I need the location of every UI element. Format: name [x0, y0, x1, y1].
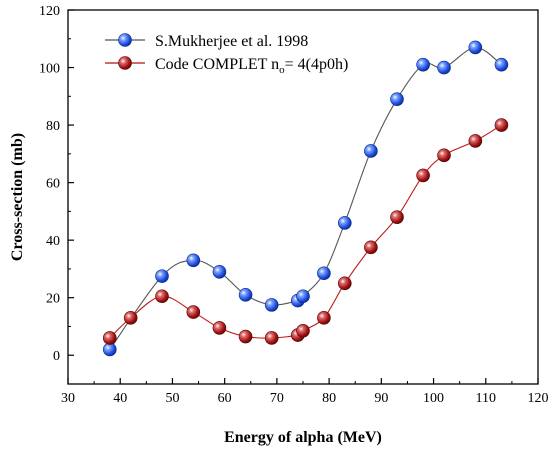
series-line-mukherjee — [109, 46, 502, 350]
data-point-complet — [102, 331, 117, 345]
data-point-mukherjee — [337, 216, 352, 230]
y-axis-title: Cross-section (mb) — [9, 133, 26, 261]
x-tick-label: 60 — [218, 391, 232, 406]
data-point-complet — [364, 240, 378, 255]
legend-label-mukherjee: S.Mukherjee et al. 1998 — [155, 33, 308, 50]
data-point-complet — [186, 305, 201, 319]
x-tick-label: 110 — [476, 391, 496, 406]
y-tick-label: 80 — [46, 119, 60, 134]
data-point-complet — [494, 118, 509, 132]
data-point-mukherjee — [238, 288, 253, 302]
data-point-complet — [296, 323, 310, 338]
data-point-mukherjee — [416, 57, 430, 72]
x-tick-label: 30 — [61, 391, 75, 406]
x-tick-label: 50 — [165, 391, 179, 406]
x-tick-label: 40 — [113, 391, 127, 406]
data-point-mukherjee — [494, 57, 509, 72]
data-point-mukherjee — [155, 269, 169, 283]
data-point-complet — [468, 134, 483, 148]
data-point-mukherjee — [437, 60, 451, 75]
y-tick-label: 20 — [46, 292, 60, 307]
data-point-mukherjee — [102, 342, 117, 357]
x-axis-title: Energy of alpha (MeV) — [224, 429, 382, 446]
legend-label-complet-tail: = 4(4p0h) — [285, 56, 349, 73]
y-tick-label: 100 — [39, 62, 60, 77]
data-point-complet — [212, 321, 227, 335]
data-point-complet — [437, 148, 451, 163]
legend-label-complet-main: Code COMPLET n — [155, 56, 279, 73]
data-point-complet — [416, 168, 430, 183]
data-point-complet — [155, 289, 169, 304]
data-point-mukherjee — [390, 92, 404, 106]
data-point-mukherjee — [468, 40, 483, 55]
data-point-complet — [317, 311, 331, 325]
data-point-mukherjee — [296, 289, 310, 304]
x-tick-label: 90 — [374, 391, 388, 406]
data-point-mukherjee — [186, 253, 201, 268]
series-layer — [102, 40, 509, 357]
axis-ticks: 30 40 50 60 70 80 90 100 110 120 0 20 40 60 80 100 120 — [39, 4, 549, 406]
x-tick-label: 70 — [270, 391, 284, 406]
data-point-mukherjee — [364, 144, 378, 158]
data-point-mukherjee — [212, 264, 227, 279]
legend-label-complet: Code COMPLET no= 4(4p0h) — [155, 56, 348, 76]
y-tick-label: 60 — [46, 177, 60, 192]
legend: S.Mukherjee et al. 1998 Code COMPLET no=… — [105, 33, 348, 76]
legend-label-complet-sub: o — [279, 64, 285, 76]
data-point-mukherjee — [317, 266, 331, 281]
data-point-complet — [390, 210, 404, 224]
data-point-complet — [337, 276, 352, 291]
data-point-complet — [123, 311, 138, 325]
data-point-mukherjee — [264, 298, 279, 312]
data-point-complet — [238, 329, 253, 344]
legend-marker-complet — [118, 56, 132, 70]
legend-marker-mukherjee — [118, 33, 132, 47]
y-tick-label: 120 — [39, 4, 60, 19]
x-tick-label: 80 — [322, 391, 336, 406]
x-tick-label: 100 — [423, 391, 444, 406]
y-tick-label: 0 — [53, 349, 60, 364]
data-point-complet — [264, 331, 279, 345]
y-tick-label: 40 — [46, 234, 60, 249]
x-tick-label: 120 — [528, 391, 549, 406]
